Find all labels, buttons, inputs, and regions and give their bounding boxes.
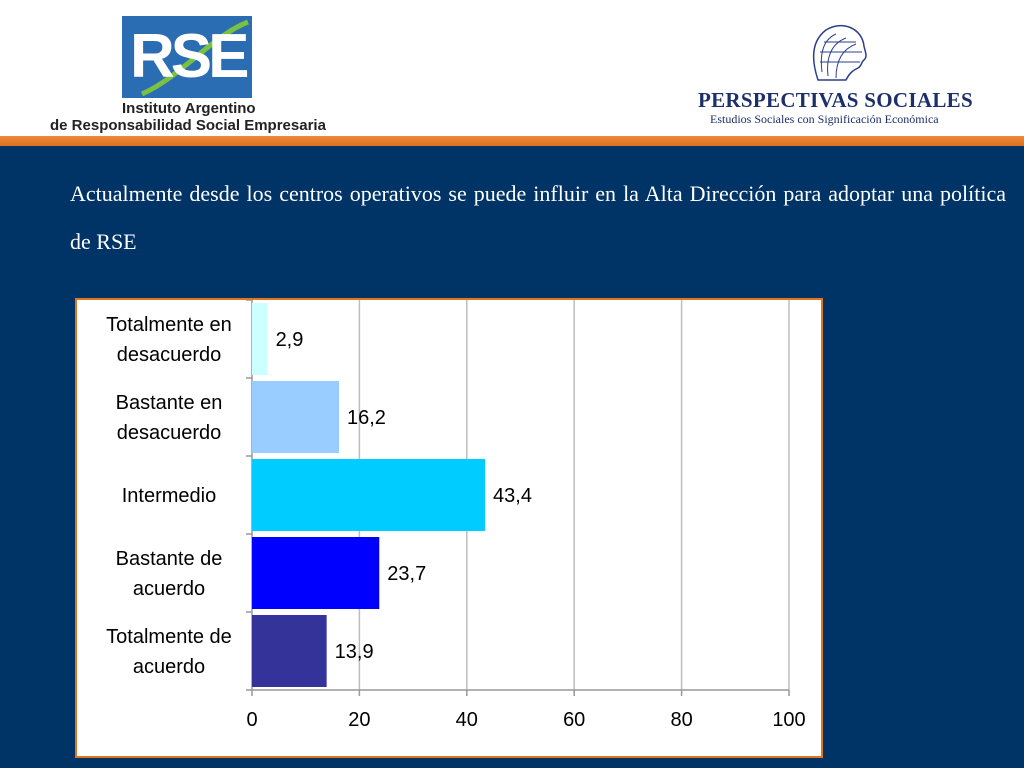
x-tick-label: 0 (246, 709, 257, 731)
slide-title: Actualmente desde los centros operativos… (70, 181, 1006, 254)
x-tick-label: 100 (772, 709, 805, 731)
chart-container: 0 20 40 60 80 100 2,9 Totalmente en desacuerdo 16… (75, 298, 823, 758)
data-label: 16,2 (347, 407, 386, 429)
category-label: Intermedio (122, 485, 217, 507)
ps-subtitle: Estudios Sociales con Significación Econ… (710, 112, 939, 126)
rse-swoosh-icon (140, 19, 249, 97)
category-label: Bastante de acuerdo (116, 548, 223, 600)
category-label: Bastante en desacuerdo (116, 392, 223, 444)
rse-logo-text: RSE (130, 22, 250, 91)
header-divider (0, 136, 1024, 146)
rse-logo: RSE (122, 16, 252, 98)
bar (252, 381, 339, 453)
data-label: 43,4 (493, 485, 532, 507)
ps-title: PERSPECTIVAS SOCIALES (698, 88, 973, 112)
x-tick-label: 80 (670, 709, 692, 731)
bar (252, 615, 327, 687)
bar-chart: 0 20 40 60 80 100 2,9 Totalmente en desacuerdo 16… (106, 300, 806, 731)
rse-caption: Instituto Argentino de Responsabilidad S… (50, 100, 370, 134)
bar (252, 537, 380, 609)
bar (252, 303, 268, 375)
x-tick-label: 40 (456, 709, 478, 731)
bar (252, 459, 486, 531)
x-tick-label: 20 (348, 709, 370, 731)
data-label: 13,9 (335, 641, 374, 663)
x-tick-label: 60 (563, 709, 585, 731)
rse-caption-line2: de Responsabilidad Social Empresaria (50, 117, 326, 134)
category-label: Totalmente de acuerdo (106, 626, 232, 678)
category-label: Totalmente en desacuerdo (106, 314, 232, 366)
data-label: 23,7 (387, 563, 426, 585)
rse-caption-line1: Instituto Argentino (122, 100, 256, 117)
data-label: 2,9 (276, 329, 304, 351)
head-profile-icon (812, 25, 867, 81)
